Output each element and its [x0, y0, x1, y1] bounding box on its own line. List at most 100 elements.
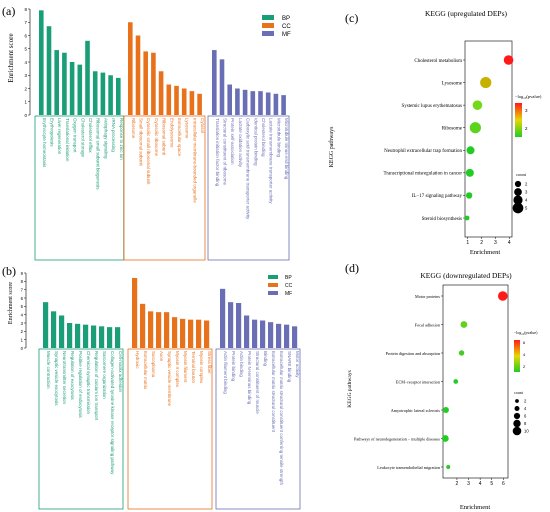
bar-b — [172, 317, 178, 348]
bar-label-a: Liver regeneration — [57, 118, 62, 155]
size-legend-label-d: 2 — [524, 399, 527, 404]
pathway-label-c: Neutrophil extracellular trap formation — [384, 149, 462, 154]
bar-label-a: Identical protein binding — [253, 118, 258, 166]
y-tick-label-a: 2 — [24, 86, 27, 91]
bar-label-b: Extracellular matrix structural constitu… — [271, 351, 276, 433]
bar-label-a: Ribosomal small subunit biogenesis — [96, 118, 101, 190]
bar-label-b: Myosin II complex — [175, 351, 180, 388]
legend-swatch-mf — [262, 31, 274, 36]
point-d — [442, 406, 449, 414]
panel-label-d: (d) — [345, 261, 359, 275]
size-legend-dot-d — [513, 412, 521, 420]
bar-b — [180, 318, 186, 348]
y-tick-label-b: 4 — [21, 312, 24, 317]
bar-b — [91, 325, 97, 348]
bar-a — [151, 52, 156, 115]
bar-label-b: Axon — [159, 351, 164, 362]
bar-b — [59, 315, 65, 348]
bar-label-a: Cytosolic ribosome — [154, 118, 159, 157]
y-tick-label-a: 1 — [24, 100, 27, 105]
bar-a — [135, 35, 141, 115]
bar-b — [140, 303, 146, 348]
bar-a — [258, 91, 263, 115]
bar-b — [284, 324, 290, 348]
bar-b — [244, 315, 250, 348]
legend-swatch-bp-b — [268, 275, 278, 279]
bar-a — [143, 51, 148, 115]
ylabel-b: Enrichment score — [8, 282, 14, 324]
point-d — [441, 435, 449, 442]
panel-label-a: (a) — [2, 4, 15, 18]
pathway-label-c: Lysosome — [442, 81, 463, 86]
size-legend-label-d: 4 — [524, 406, 527, 411]
bar-b — [43, 302, 49, 348]
bar-a — [100, 72, 106, 115]
x-tick-label-d: 6 — [502, 481, 505, 487]
color-bar-c — [515, 103, 522, 137]
bar-label-a: Cholesterol binding — [261, 118, 266, 157]
bar-a — [189, 91, 195, 115]
bar-label-b: Protein N-terminus binding — [247, 351, 252, 405]
bar-label-b: Terminal bouton — [191, 351, 196, 384]
legend-label-mf: MF — [282, 32, 291, 38]
color-legend-title-d: −log₁₀(pvalue) — [514, 330, 538, 335]
go-chart-a: (a) Enrichment score 0 1 2 3 4 5 6 7 8 Erythrocyt… — [2, 4, 291, 261]
legend-a: BP CC MF — [262, 15, 291, 38]
legend-swatch-mf-b — [268, 291, 278, 295]
bar-b — [236, 303, 242, 348]
color-tick-d-2: 2 — [523, 364, 526, 369]
bar-label-b: SNARE binding — [287, 351, 292, 383]
bar-label-b: Extracellular matrix structural constitu… — [279, 351, 284, 486]
pathway-label-c: Ribosome — [442, 127, 463, 132]
point-c — [480, 76, 492, 89]
bar-label-b: Extracellular matrix — [143, 351, 148, 390]
bar-label-a: Endolysosome — [169, 118, 174, 148]
bar-label-a: Translational initiation — [65, 118, 70, 162]
bar-label-a: Protein self-association — [230, 118, 235, 165]
bar-label-b: Muscle contraction — [46, 351, 51, 389]
bar-label-a: rRNA processing — [111, 118, 116, 152]
legend-swatch-cc — [262, 23, 274, 28]
pathway-label-d: Motor proteins — [415, 294, 440, 299]
bar-a — [39, 10, 44, 116]
y-tick-label-b: 9 — [21, 271, 24, 276]
xlabel-d: Enrichment — [460, 504, 491, 511]
bar-label-b: Synaptic vesicle exocytosis — [54, 351, 59, 406]
bar-a — [212, 50, 217, 116]
bar-label-b: Regulation of calcium ion transport — [94, 351, 99, 421]
bar-label-b: Binding — [263, 351, 268, 367]
x-tick-label-c: 4 — [508, 240, 511, 246]
point-c — [466, 146, 475, 155]
bar-label-a: Intracellular membrane-bounded organelle — [192, 118, 197, 203]
pathway-label-d: Pathways of neurodegeneration − multiple… — [354, 436, 440, 441]
bar-a — [265, 92, 271, 115]
bar-a — [273, 93, 279, 115]
bar-b — [204, 320, 210, 348]
point-c — [503, 55, 514, 65]
y-tick-label-b: 6 — [21, 296, 24, 301]
bar-b — [220, 288, 226, 348]
bar-a — [166, 84, 172, 115]
bar-label-b: Collagen-activated tyrosine kinase recep… — [110, 351, 115, 475]
group-box-a — [123, 115, 206, 261]
bar-label-a: Cholesterol efflux — [88, 118, 93, 153]
bar-b — [148, 311, 154, 348]
pathway-label-d: Protein digestion and absorption — [386, 351, 441, 356]
point-c — [469, 122, 481, 134]
go-chart-b: (b) Enrichment score 0 1 2 3 4 5 6 7 8 9 Muscle co… — [2, 264, 301, 510]
point-d — [446, 465, 451, 469]
pathway-label-c: Systemic lupus erythematosus — [401, 104, 462, 109]
size-legend-c: count 2 3 4 5 — [512, 172, 528, 214]
bar-label-b: Structural constituent of muscle — [255, 351, 260, 414]
point-d — [458, 350, 465, 356]
color-tick-c-3: 3 — [525, 108, 528, 113]
pathway-label-d: ECM−receptor interaction — [396, 379, 441, 384]
x-tick-label-d: 3 — [467, 481, 470, 487]
bar-label-a: Cytosolic small ribosomal subunit — [146, 118, 151, 185]
legend-swatch-cc-b — [268, 283, 278, 287]
bar-a — [62, 52, 67, 115]
size-legend-dot-c — [514, 188, 522, 196]
bar-label-a: Oxygen transport — [73, 118, 78, 153]
bar-label-b: Chemical synaptic transmission — [86, 351, 91, 415]
point-c — [465, 192, 473, 199]
